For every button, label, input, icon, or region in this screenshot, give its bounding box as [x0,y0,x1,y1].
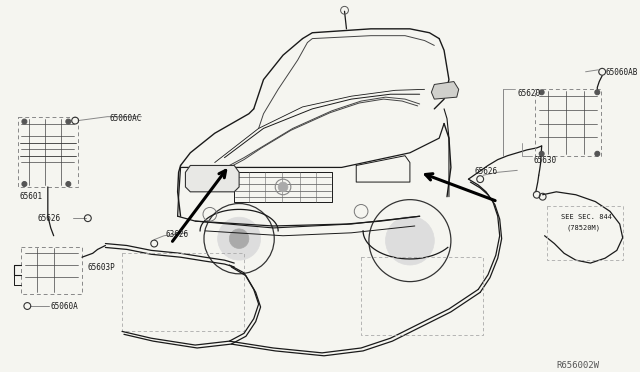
Bar [122,253,244,331]
Text: 63626: 63626 [166,230,189,239]
Circle shape [595,90,600,95]
Bar [17,117,78,187]
Circle shape [540,90,544,95]
Text: (78520M): (78520M) [566,224,600,231]
Text: 65620: 65620 [517,89,540,98]
Bar [361,257,483,335]
Circle shape [66,119,71,124]
Circle shape [385,216,435,265]
Bar [22,247,82,294]
Circle shape [229,229,249,248]
Text: 65060AC: 65060AC [109,114,141,123]
Polygon shape [186,166,239,192]
Text: 65626: 65626 [475,167,498,176]
Text: R656002W: R656002W [556,361,599,370]
Circle shape [22,182,27,186]
Circle shape [540,151,544,156]
Circle shape [22,119,27,124]
Text: 65601: 65601 [19,192,43,201]
Text: 65626: 65626 [37,214,60,223]
Text: 65630: 65630 [534,156,557,165]
Circle shape [278,182,288,192]
Circle shape [218,217,260,260]
Bar [535,89,601,156]
Circle shape [595,151,600,156]
Circle shape [66,182,71,186]
Polygon shape [431,81,459,99]
Text: 65603P: 65603P [88,263,116,272]
Text: 65060AB: 65060AB [605,68,637,77]
Text: 65060A: 65060A [51,302,79,311]
Bar [547,206,623,260]
Text: SEE SEC. 844: SEE SEC. 844 [561,214,612,220]
